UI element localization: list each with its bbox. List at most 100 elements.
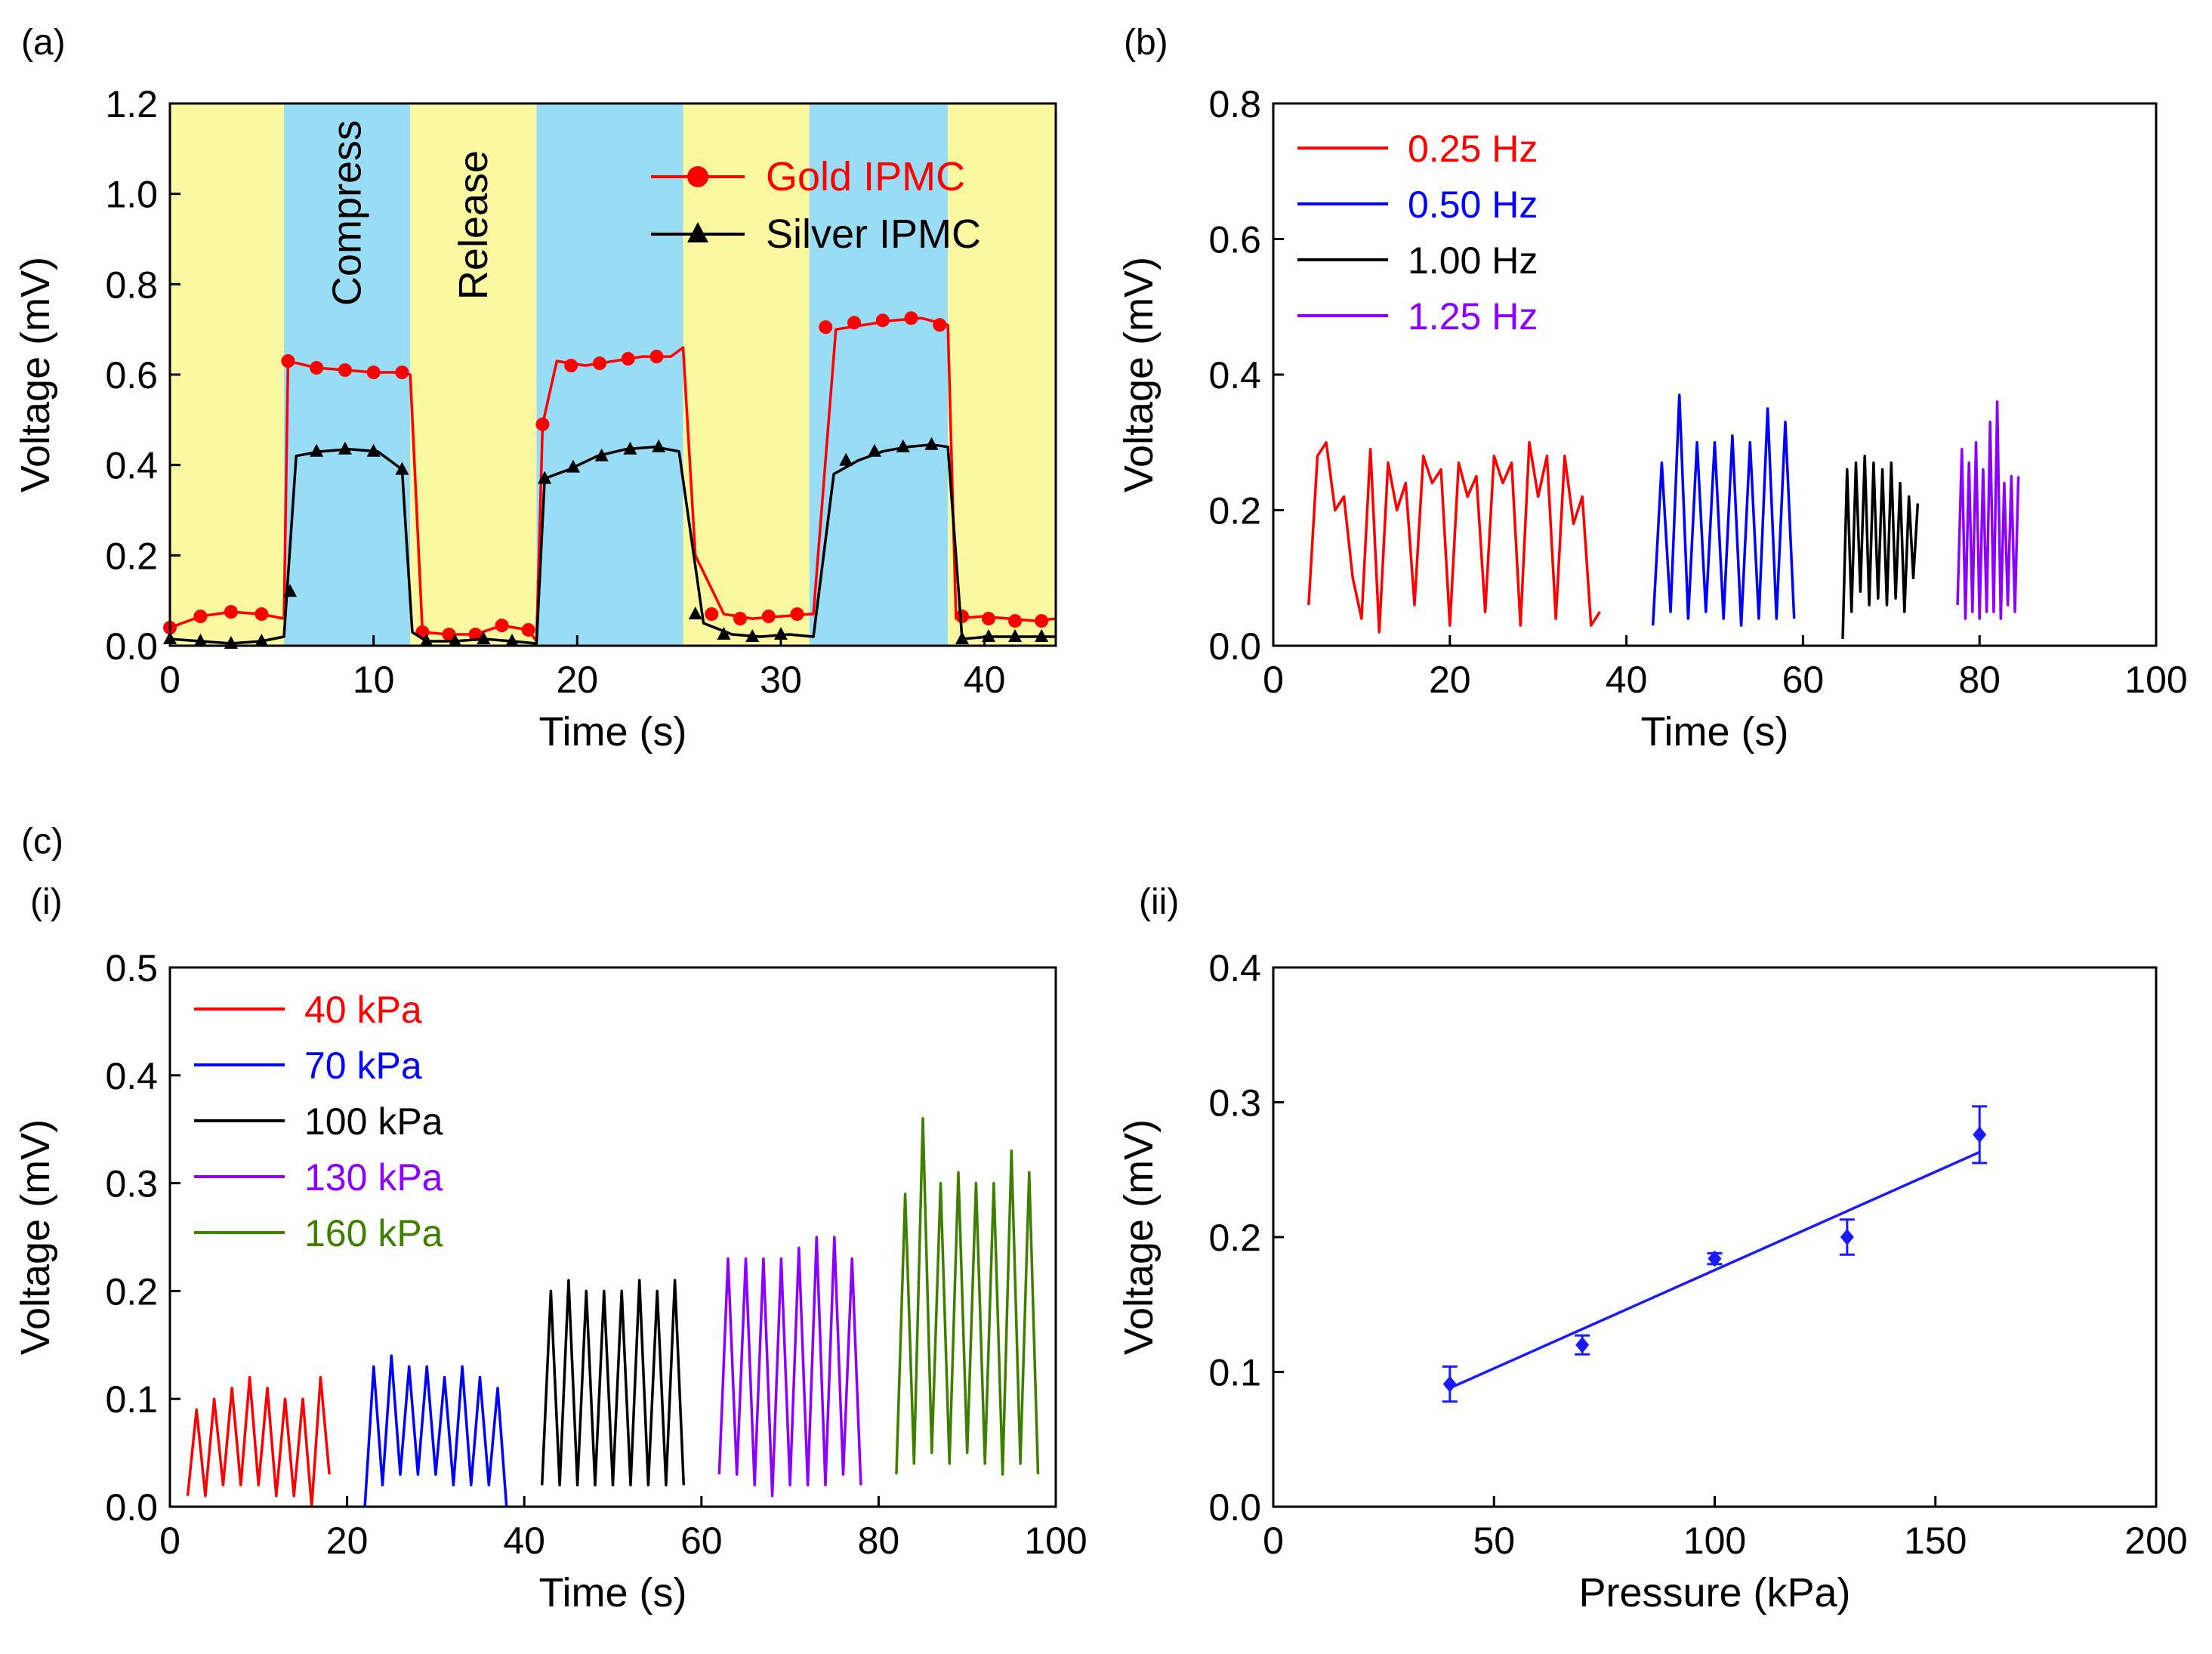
series-line <box>1651 393 1796 627</box>
y-axis-label: Voltage (mV) <box>1116 257 1162 492</box>
legend-label: 1.25 Hz <box>1408 295 1538 338</box>
data-point <box>1708 1250 1722 1267</box>
legend-label: 160 kPa <box>304 1212 443 1254</box>
data-point <box>688 606 702 620</box>
series-line <box>895 1117 1040 1476</box>
chart-series <box>1442 1105 1988 1403</box>
chart-legend: 40 kPa 70 kPa 100 kPa 130 kPa 160 kPa <box>194 989 443 1254</box>
data-point <box>395 366 409 380</box>
series-line <box>1956 400 2020 620</box>
panel-label-b: (b) <box>1124 23 1168 63</box>
data-point <box>193 634 208 647</box>
data-point <box>924 437 939 450</box>
x-tick-label: 40 <box>1606 659 1648 701</box>
series-line <box>169 443 1056 645</box>
data-point <box>1840 1229 1854 1245</box>
data-point <box>819 320 833 335</box>
y-tick-label: 0.1 <box>105 1378 158 1421</box>
data-point <box>933 318 947 332</box>
panel-label-c: (c) <box>21 822 63 862</box>
data-point <box>535 417 550 431</box>
legend-label: Gold IPMC <box>766 154 965 199</box>
x-tick-label: 0 <box>1263 1520 1284 1562</box>
chart-axes: 0 20 40 60 80 100 0.0 0.1 0.2 0.3 0.4 0.5 <box>105 947 1087 1562</box>
plot-frame <box>1272 102 2158 647</box>
series-line <box>363 1354 508 1507</box>
data-point <box>224 605 238 619</box>
release-band <box>948 103 1056 646</box>
y-tick-label: 0.2 <box>1208 1217 1261 1259</box>
x-tick-label: 60 <box>680 1520 723 1562</box>
phase-band-labels: Compress Release <box>325 120 496 306</box>
data-point <box>338 441 352 455</box>
legend-label: 1.00 Hz <box>1408 239 1538 282</box>
data-point <box>896 439 910 452</box>
y-tick-label: 0.6 <box>105 354 158 397</box>
data-point <box>621 352 635 366</box>
y-axis-label: Voltage (mV) <box>1116 1119 1162 1355</box>
data-point <box>366 366 381 380</box>
legend-label: 100 kPa <box>304 1100 443 1143</box>
legend-label: 70 kPa <box>304 1045 422 1087</box>
x-tick-label: 40 <box>503 1520 545 1562</box>
data-point <box>283 584 298 597</box>
x-tick-label: 30 <box>760 659 802 701</box>
y-tick-label: 0.0 <box>1208 625 1261 668</box>
data-point <box>745 629 760 643</box>
x-tick-label: 100 <box>1024 1520 1087 1562</box>
data-point <box>255 607 269 622</box>
data-point <box>281 354 295 369</box>
release-band <box>170 103 285 646</box>
chart-legend: Gold IPMC Silver IPMC <box>651 154 981 257</box>
data-point <box>1008 614 1023 628</box>
phase-bands <box>170 103 1056 646</box>
data-point <box>875 313 890 328</box>
x-tick-label: 20 <box>556 659 598 701</box>
data-point <box>773 627 788 640</box>
x-tick-label: 60 <box>1782 659 1825 701</box>
panel-label-a: (a) <box>21 23 66 63</box>
release-band <box>410 103 537 646</box>
x-axis-label: Time (s) <box>539 709 687 754</box>
x-tick-label: 150 <box>1904 1520 1967 1562</box>
chart-axes: 0 20 40 60 80 100 0.0 0.2 0.4 0.6 0.8 <box>1208 83 2187 701</box>
data-point <box>255 634 269 647</box>
data-point <box>649 350 664 364</box>
series-line <box>1307 441 1601 634</box>
data-point <box>982 612 996 626</box>
data-point <box>442 628 456 642</box>
y-tick-label: 0.2 <box>105 1270 158 1313</box>
panel-label-c-ii: (ii) <box>1139 882 1179 922</box>
data-point <box>847 316 862 330</box>
data-point <box>705 607 719 622</box>
y-tick-label: 0.2 <box>1208 490 1261 532</box>
data-point <box>1008 629 1023 643</box>
compress-band <box>536 103 683 646</box>
data-point <box>955 609 969 624</box>
y-tick-label: 1.2 <box>105 83 158 125</box>
x-tick-label: 10 <box>353 659 395 701</box>
chart-axes: 0 50 100 150 200 0.0 0.1 0.2 0.3 0.4 <box>1208 947 2187 1562</box>
x-tick-label: 80 <box>1958 659 2001 701</box>
y-tick-label: 0.2 <box>105 535 158 577</box>
data-point <box>193 609 208 624</box>
y-tick-label: 0.4 <box>1208 354 1261 397</box>
y-tick-label: 0.8 <box>105 264 158 306</box>
y-tick-label: 0.6 <box>1208 219 1261 261</box>
data-point <box>839 452 853 466</box>
series-line <box>540 1279 686 1487</box>
release-label: Release <box>451 150 496 300</box>
chart-series <box>1307 393 2020 640</box>
y-tick-label: 0.4 <box>105 1055 158 1097</box>
data-point <box>652 439 666 452</box>
y-axis-label: Voltage (mV) <box>13 1119 58 1355</box>
legend-label: 0.50 Hz <box>1408 184 1538 226</box>
y-tick-label: 0.4 <box>1208 947 1261 989</box>
y-tick-label: 0.3 <box>1208 1082 1261 1125</box>
data-point <box>338 363 352 378</box>
data-point <box>592 356 606 371</box>
data-point <box>505 634 520 647</box>
data-point <box>495 619 509 633</box>
chart-axes: 0 10 20 30 40 0.0 0.2 0.4 0.6 0.8 1.0 1.2 <box>105 83 1057 701</box>
